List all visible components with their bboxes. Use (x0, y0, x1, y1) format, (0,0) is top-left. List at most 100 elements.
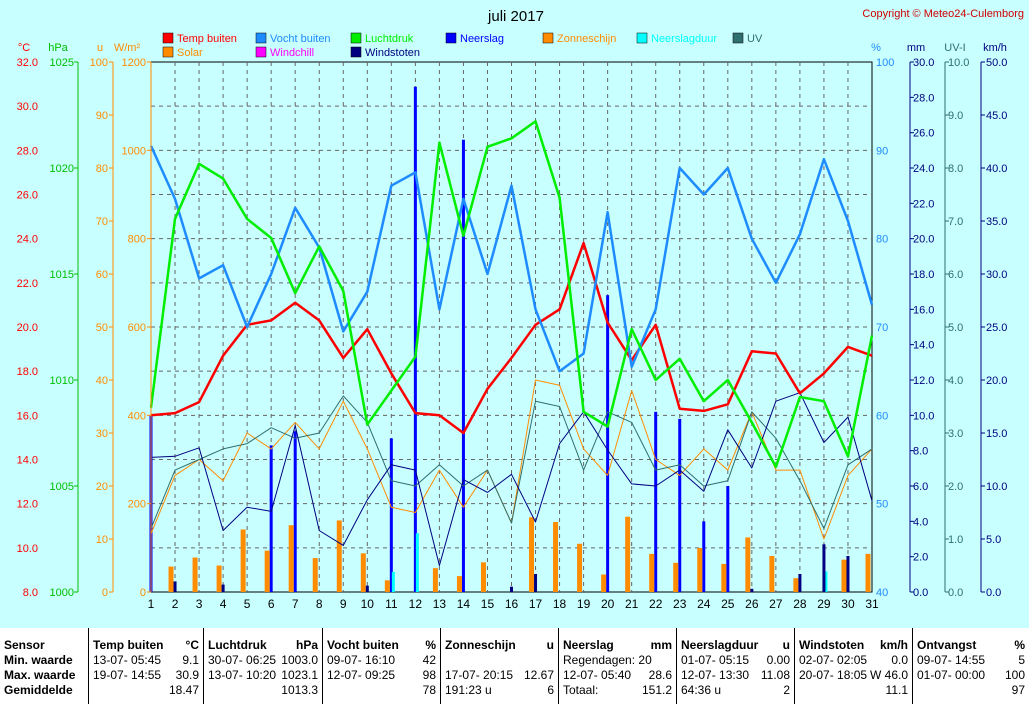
tick-label-u: 100 (90, 57, 108, 69)
legend-label-vocht-buiten: Vocht buiten (270, 33, 331, 45)
tick-label-uvi: 9.0 (948, 110, 963, 122)
rain-duration-max-time: 12-07- 13:30 (681, 668, 750, 682)
reception-max: 100 (1004, 668, 1025, 682)
tick-label-uvi: 0.0 (948, 587, 963, 599)
tick-label-uvi: 4.0 (948, 375, 963, 387)
legend-swatch-zonneschijn (542, 32, 554, 44)
tick-label-hpa: 1015 (50, 269, 74, 281)
x-tick-label-day-24: 24 (697, 597, 711, 611)
tick-label-wm2: 600 (128, 322, 146, 334)
reception-min-time: 09-07- 14:55 (917, 653, 986, 667)
legend-label-uv: UV (747, 33, 763, 45)
legend-swatch-neerslag (445, 32, 457, 44)
tick-label-uvi: 2.0 (948, 481, 963, 493)
bar-zonneschijn-day-14 (456, 576, 462, 592)
copyright-label: Copyright © Meteo24-Culemborg (862, 8, 1024, 20)
axis-unit-mm: mm (907, 42, 925, 54)
x-tick-label-day-19: 19 (577, 597, 591, 611)
stats-labels-column: Sensor Min. waarde Max. waarde Gemiddeld… (0, 628, 88, 704)
tick-label-wm2: 800 (128, 234, 146, 246)
legend-swatch-luchtdruk (350, 32, 362, 44)
legend-label-zonneschijn: Zonneschijn (557, 33, 616, 45)
x-tick-label-day-4: 4 (220, 597, 227, 611)
bar-zonneschijn-day-26 (745, 537, 751, 592)
tick-label-kmh: 50.0 (986, 57, 1007, 69)
x-tick-label-day-21: 21 (625, 597, 639, 611)
tick-label-mm: 18.0 (913, 269, 934, 281)
rain-total: 151.2 (641, 683, 672, 697)
tick-label-u: 0 (102, 587, 108, 599)
temp-unit: °C (185, 638, 199, 652)
stats-humidity-column: Vocht buiten% 09-07- 16:10 42 12-07- 09:2… (323, 628, 440, 704)
humidity-min-time: 09-07- 16:10 (327, 653, 396, 667)
stats-sun-column: Zonneschijn u 17-07- 20:15 12.67 191:23 u 6 (441, 628, 558, 704)
tick-label-temp: 32.0 (17, 57, 38, 69)
x-tick-label-day-26: 26 (745, 597, 759, 611)
tick-label-temp: 20.0 (17, 322, 38, 334)
x-tick-label-day-28: 28 (793, 597, 807, 611)
tick-label-hpa: 1010 (50, 375, 74, 387)
bar-neerslag-day-11 (389, 438, 393, 592)
x-tick-label-day-9: 9 (340, 597, 347, 611)
sun-unit: u (546, 638, 554, 652)
tick-label-pct: 70 (876, 322, 888, 334)
tick-label-temp: 14.0 (17, 455, 38, 467)
bar-zonneschijn-day-21 (625, 516, 631, 592)
tick-label-u: 60 (96, 269, 108, 281)
reception-min: 5 (1018, 653, 1025, 667)
sun-avg: 6 (547, 683, 554, 697)
tick-label-u: 10 (96, 534, 108, 546)
gust-max-time: 20-07- 18:05 (799, 668, 868, 682)
tick-label-u: 90 (96, 110, 108, 122)
tick-label-u: 50 (96, 322, 108, 334)
legend-label-neerslagduur: Neerslagduur (651, 33, 717, 45)
tick-label-mm: 22.0 (913, 198, 934, 210)
pressure-avg: 1013.3 (281, 683, 318, 697)
x-tick-label-day-7: 7 (292, 597, 299, 611)
rain-total-label: Totaal: (563, 683, 599, 697)
line-series (149, 120, 874, 566)
tick-label-pct: 80 (876, 234, 888, 246)
x-tick-label-day-2: 2 (172, 597, 179, 611)
temp-avg: 18.47 (168, 683, 199, 697)
x-tick-label-day-27: 27 (769, 597, 783, 611)
pressure-min: 1003.0 (281, 653, 318, 667)
tick-label-temp: 22.0 (17, 278, 38, 290)
x-tick-label-day-12: 12 (409, 597, 423, 611)
tick-label-kmh: 15.0 (986, 428, 1007, 440)
rain-duration-min: 0.00 (766, 653, 790, 667)
temp-max: 30.9 (175, 668, 199, 682)
temp-max-time: 19-07- 14:55 (93, 668, 162, 682)
bar-zonneschijn-day-4 (216, 565, 222, 592)
gust-title: Windstoten (799, 638, 865, 652)
series-temp-buiten (150, 241, 873, 435)
temp-min-time: 13-07- 05:45 (93, 653, 162, 667)
x-tick-label-day-15: 15 (481, 597, 495, 611)
bar-windstoten-day-17 (534, 573, 538, 592)
bar-neerslag-day-25 (726, 486, 730, 592)
x-tick-label-day-20: 20 (601, 597, 615, 611)
temp-min: 9.1 (182, 653, 199, 667)
legend-label-temp-buiten: Temp buiten (177, 33, 237, 45)
axis-unit-wm2: W/m² (114, 42, 141, 54)
tick-label-kmh: 5.0 (986, 534, 1001, 546)
tick-label-mm: 12.0 (913, 375, 934, 387)
tick-label-pct: 40 (876, 587, 888, 599)
legend-label-solar: Solar (177, 47, 203, 59)
bar-zonneschijn-day-11 (384, 580, 390, 592)
tick-label-pct: 60 (876, 410, 888, 422)
axis-unit-temp: °C (18, 42, 30, 54)
tick-label-uvi: 10.0 (948, 57, 969, 69)
tick-label-pct: 90 (876, 145, 888, 157)
tick-label-temp: 12.0 (17, 499, 38, 511)
bar-zonneschijn-day-18 (553, 522, 559, 592)
tick-label-pct: 50 (876, 499, 888, 511)
tick-label-temp: 30.0 (17, 101, 38, 113)
bar-zonneschijn-day-8 (312, 558, 318, 592)
tick-label-kmh: 20.0 (986, 375, 1007, 387)
x-tick-label-day-29: 29 (817, 597, 831, 611)
x-tick-label-day-10: 10 (361, 597, 375, 611)
tick-label-mm: 6.0 (913, 481, 928, 493)
tick-label-kmh: 35.0 (986, 216, 1007, 228)
bar-zonneschijn-day-25 (721, 563, 727, 592)
